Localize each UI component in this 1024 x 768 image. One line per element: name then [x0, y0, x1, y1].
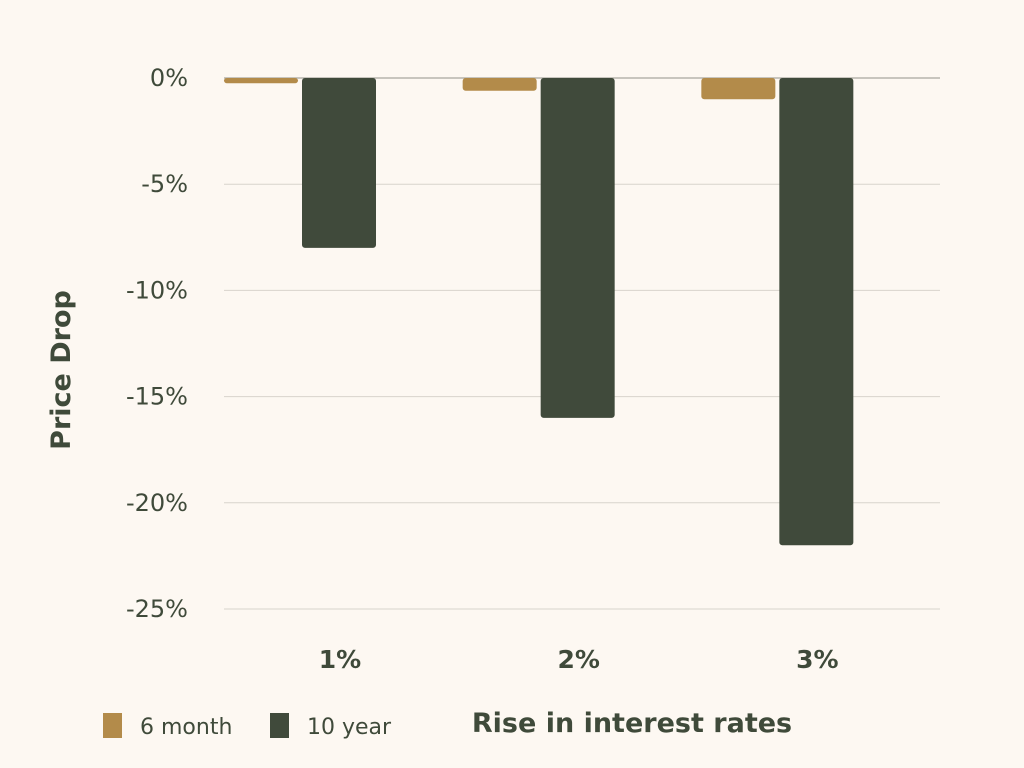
x-tick-label: 1% — [319, 645, 361, 674]
y-tick-label: -5% — [141, 170, 188, 198]
bar-10-year-1 — [540, 78, 615, 418]
y-tick-label: -20% — [126, 489, 188, 517]
bars — [224, 78, 854, 546]
x-tick-label: 3% — [796, 645, 838, 674]
bar-10-year-0 — [302, 78, 376, 248]
bar-6-month-0 — [224, 78, 298, 84]
legend-swatch-6-month — [103, 713, 122, 738]
bar-10-year-2 — [779, 78, 854, 546]
x-axis-title: Rise in interest rates — [472, 708, 792, 739]
bar-6-month-2 — [701, 78, 776, 100]
legend: 6 month 10 year — [103, 713, 392, 740]
legend-label-6-month: 6 month — [140, 715, 232, 740]
legend-label-10-year: 10 year — [307, 715, 392, 740]
x-tick-labels: 1% 2% 3% — [319, 645, 839, 674]
y-tick-label: -15% — [126, 383, 188, 411]
x-tick-label: 2% — [557, 645, 599, 674]
y-tick-label: 0% — [150, 64, 188, 92]
legend-swatch-10-year — [270, 713, 289, 738]
bar-6-month-1 — [462, 78, 537, 91]
y-tick-label: -25% — [126, 595, 188, 623]
y-tick-label: -10% — [126, 276, 188, 304]
y-tick-labels: 0% -5% -10% -15% -20% -25% — [126, 64, 188, 623]
y-axis-title: Price Drop — [46, 290, 77, 450]
